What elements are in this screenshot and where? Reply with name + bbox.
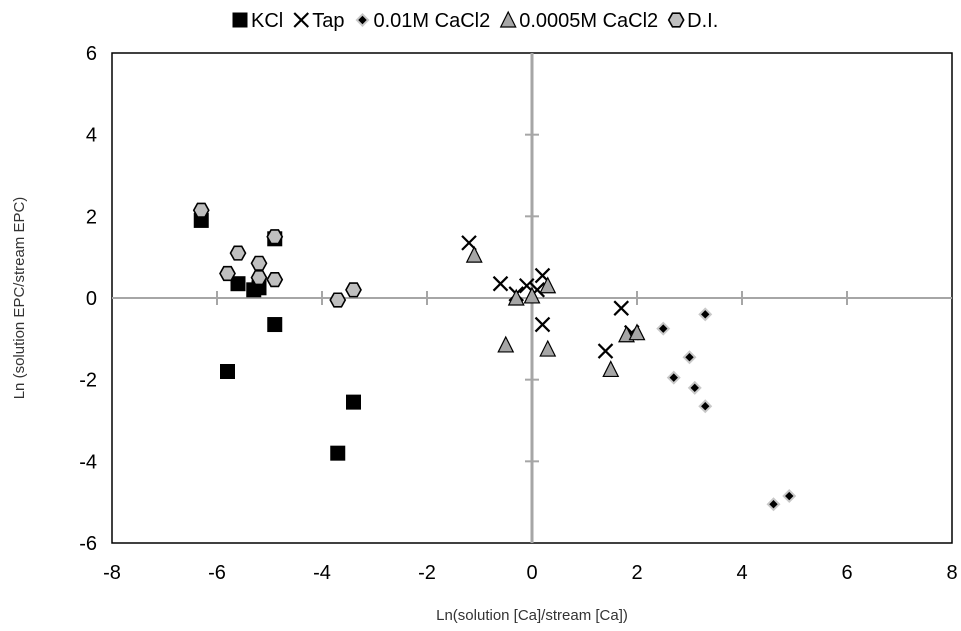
data-point: [229, 245, 247, 261]
x-tick-label: 4: [736, 562, 747, 584]
data-point: [230, 276, 246, 292]
x-tick-label: 2: [631, 562, 642, 584]
data-point: [330, 445, 346, 461]
legend-marker: [667, 12, 685, 28]
y-tick-label: -6: [79, 533, 97, 555]
legend-item: D.I.: [667, 10, 718, 32]
x-tick-label: -4: [313, 562, 331, 584]
data-point: [192, 202, 210, 218]
legend-item: 0.0005M CaCl2: [500, 10, 658, 32]
data-point: [219, 265, 236, 282]
x-tick-label: 0: [526, 562, 537, 584]
y-tick-label: 6: [86, 43, 97, 65]
data-point: [345, 282, 362, 298]
x-tick-label: -6: [208, 562, 226, 584]
legend-label: 0.01M CaCl2: [373, 10, 490, 32]
x-tick-label: 8: [946, 562, 957, 584]
legend-marker: [355, 13, 370, 27]
legend-label: 0.0005M CaCl2: [519, 10, 658, 32]
y-tick-label: 2: [86, 206, 97, 228]
x-axis-title: Ln(solution [Ca]/stream [Ca]): [436, 607, 628, 624]
legend-marker: [232, 12, 248, 28]
y-axis-title: Ln (solution EPC/stream EPC): [11, 197, 28, 400]
y-tick-label: 4: [86, 125, 97, 147]
y-tick-label: 0: [86, 288, 97, 310]
data-point: [346, 394, 361, 410]
data-point: [220, 364, 235, 379]
y-tick-labels: -6 -4 -2 0 2 4 6: [79, 43, 97, 555]
legend-marker: [500, 11, 517, 28]
data-point: [267, 317, 283, 333]
x-tick-label: 6: [841, 562, 852, 584]
legend-label: D.I.: [687, 10, 718, 32]
data-point: [266, 272, 284, 288]
legend-marker: [293, 11, 310, 29]
legend-label: Tap: [312, 10, 344, 32]
legend-item: 0.01M CaCl2: [355, 10, 490, 32]
data-point: [266, 229, 284, 245]
legend-label: KCl: [251, 10, 283, 32]
legend-item: Tap: [293, 10, 344, 32]
data-point: [250, 269, 268, 286]
legend-item: KCl: [232, 10, 283, 32]
legend: KCl Tap 0.01M CaCl2 0.0005M CaCl2 D.I.: [232, 10, 718, 32]
y-tick-label: -4: [79, 451, 97, 473]
data-point: [250, 255, 268, 271]
x-tick-label: -2: [418, 562, 436, 584]
y-tick-label: -2: [79, 370, 97, 392]
x-tick-labels: -8 -6 -4 -2 0 2 4 6 8: [103, 562, 957, 584]
x-tick-label: -8: [103, 562, 121, 584]
data-point: [329, 292, 347, 308]
